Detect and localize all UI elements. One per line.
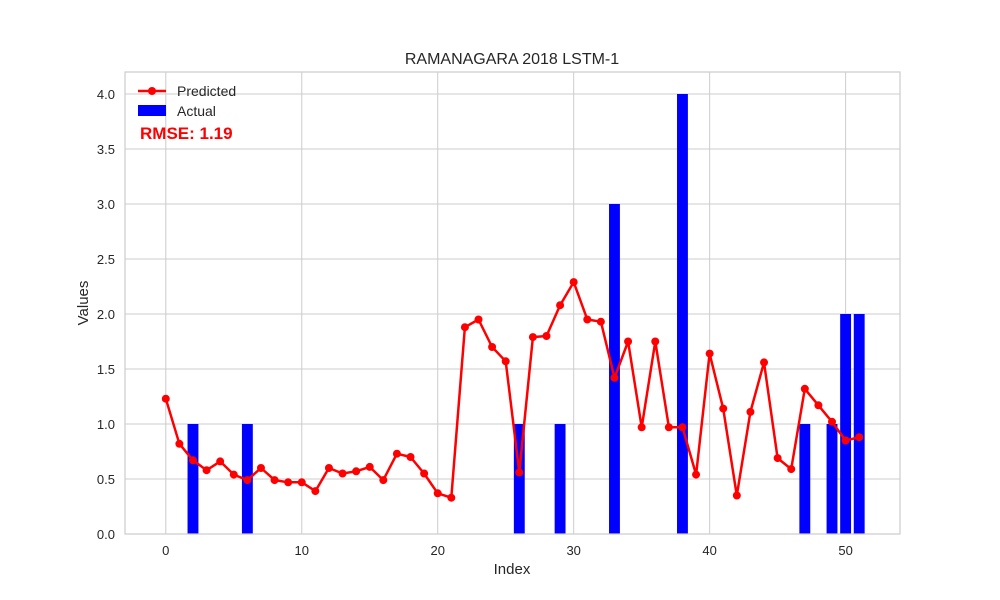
x-axis-label: Index — [494, 561, 531, 578]
y-tick-label: 3.5 — [97, 142, 115, 157]
predicted-point — [692, 470, 701, 479]
y-tick-label: 1.5 — [97, 362, 115, 377]
predicted-point — [188, 456, 197, 465]
legend-predicted-marker — [148, 87, 156, 95]
y-tick-label: 2.0 — [97, 307, 115, 322]
predicted-point — [501, 357, 510, 366]
predicted-point — [746, 407, 755, 416]
y-tick-label: 1.0 — [97, 417, 115, 432]
tick-labels: 0 10 20 30 40 50 0.0 0.5 1.0 1.5 2.0 2.5 3.0 3.5 4.0 — [97, 87, 853, 558]
predicted-point — [202, 466, 211, 475]
predicted-point — [569, 278, 578, 287]
legend: Predicted Actual — [138, 83, 236, 119]
predicted-point — [515, 468, 524, 477]
actual-bar — [826, 424, 838, 534]
y-tick-label: 0.5 — [97, 472, 115, 487]
predicted-point — [637, 423, 646, 432]
predicted-point — [352, 467, 361, 476]
chart-title: RAMANAGARA 2018 LSTM-1 — [405, 51, 619, 68]
actual-bar — [609, 204, 620, 534]
predicted-point — [216, 457, 225, 466]
actual-bar — [187, 424, 199, 534]
actual-bar — [840, 314, 852, 534]
predicted-point — [379, 476, 388, 485]
predicted-point — [814, 401, 823, 410]
predicted-point — [719, 404, 728, 413]
legend-predicted-label: Predicted — [177, 83, 236, 99]
plot-frame — [124, 71, 901, 535]
actual-bars — [187, 94, 865, 534]
predicted-point — [596, 317, 605, 326]
predicted-point — [705, 349, 714, 358]
predicted-point — [270, 476, 279, 485]
predicted-point — [787, 465, 796, 474]
actual-bar — [799, 424, 811, 534]
predicted-point — [664, 423, 673, 432]
predicted-point — [528, 333, 537, 342]
predicted-point — [800, 384, 809, 393]
x-tick-label: 30 — [566, 543, 580, 558]
predicted-point — [324, 464, 333, 472]
y-tick-label: 4.0 — [97, 87, 115, 102]
x-tick-label: 10 — [295, 543, 309, 558]
predicted-point — [651, 337, 660, 346]
predicted-point — [488, 343, 497, 351]
predicted-point — [447, 493, 456, 502]
predicted-point — [542, 332, 551, 340]
actual-bar — [513, 424, 525, 534]
predicted-point — [365, 462, 374, 471]
rmse-annotation: RMSE: 1.19 — [140, 124, 233, 143]
y-tick-label: 2.5 — [97, 252, 115, 267]
predicted-point — [256, 464, 265, 472]
predicted-point — [583, 315, 592, 324]
legend-actual-swatch — [138, 105, 166, 116]
predicted-point — [175, 439, 184, 448]
predicted-point — [678, 423, 687, 432]
predicted-point — [161, 394, 170, 403]
actual-bar — [554, 424, 566, 534]
predicted-point — [556, 301, 565, 310]
y-tick-label: 3.0 — [97, 197, 115, 212]
predicted-point — [420, 469, 429, 478]
predicted-series-line — [164, 280, 860, 499]
actual-bar — [853, 314, 865, 534]
predicted-point — [460, 323, 469, 332]
predicted-point — [828, 417, 837, 426]
predicted-point — [855, 433, 864, 442]
x-tick-label: 0 — [162, 543, 169, 558]
grid — [125, 72, 900, 535]
predicted-point — [338, 469, 347, 478]
x-tick-label: 40 — [702, 543, 716, 558]
predicted-point — [311, 487, 320, 496]
predicted-point — [243, 476, 252, 485]
predicted-point — [229, 470, 238, 479]
predicted-point — [610, 373, 619, 382]
predicted-point — [732, 491, 741, 500]
predicted-point — [297, 478, 306, 487]
predicted-point — [392, 449, 401, 458]
predicted-point — [760, 358, 769, 367]
predicted-point — [624, 337, 633, 346]
predicted-line — [161, 278, 864, 502]
legend-actual-label: Actual — [177, 103, 216, 119]
predicted-point — [284, 478, 293, 487]
predicted-point — [841, 436, 850, 445]
x-tick-label: 50 — [838, 543, 852, 558]
predicted-point — [773, 454, 782, 463]
predicted-point — [474, 315, 483, 324]
actual-bar — [677, 94, 688, 534]
predicted-point — [433, 489, 442, 498]
y-axis-label: Values — [75, 281, 92, 326]
predicted-point — [406, 453, 415, 461]
x-tick-label: 20 — [430, 543, 444, 558]
y-tick-label: 0.0 — [97, 527, 115, 542]
